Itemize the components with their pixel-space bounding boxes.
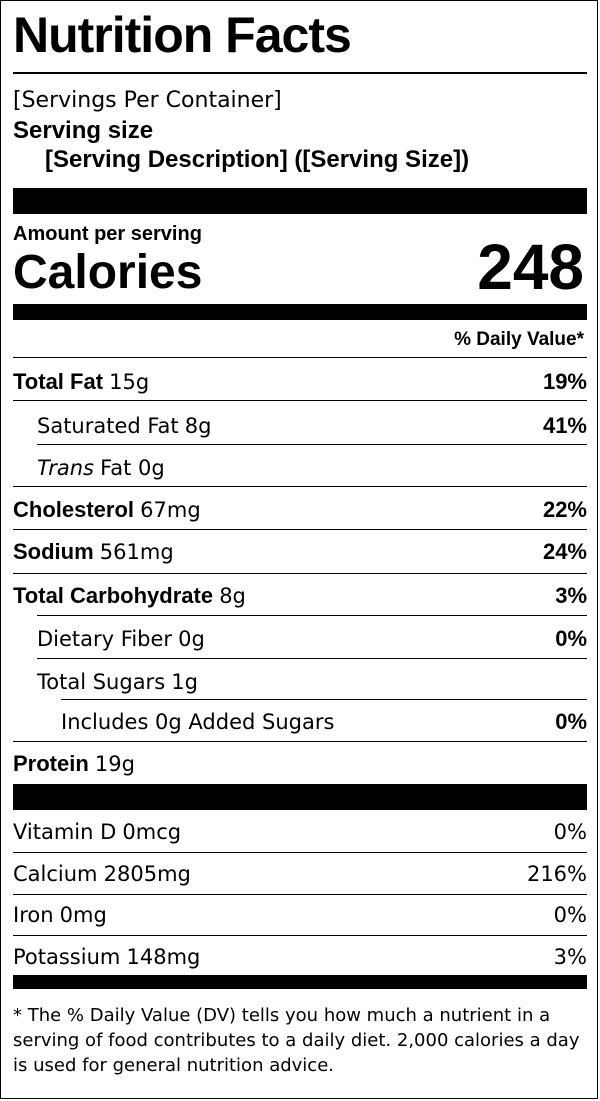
- nutrient-name: Saturated Fat: [37, 414, 179, 438]
- nutrient-name: Cholesterol: [13, 497, 135, 522]
- nutrient-dv: 22%: [542, 497, 587, 522]
- nutrient-row-cholesterol: Cholesterol 67mg 22%: [13, 496, 587, 524]
- vitamin-name: Iron: [13, 903, 54, 927]
- divider-line: [13, 400, 587, 401]
- nutrient-amount: 1g: [171, 670, 198, 694]
- label-title: Nutrition Facts: [13, 7, 352, 63]
- nutrient-name: Sodium: [13, 539, 94, 564]
- nutrient-amount: 8g: [219, 584, 246, 608]
- nutrient-name: Total Fat: [13, 369, 104, 394]
- vitamin-row-potassium: Potassium 148mg 3%: [13, 943, 587, 971]
- vitamin-name: Potassium: [13, 945, 121, 969]
- nutrient-row-total-fat: Total Fat 15g 19%: [13, 368, 587, 396]
- divider-thick: [13, 188, 587, 214]
- vitamin-dv: 3%: [553, 945, 587, 969]
- vitamin-dv: 216%: [526, 862, 587, 886]
- nutrient-row-protein: Protein 19g: [13, 750, 587, 778]
- divider-line: [13, 573, 587, 574]
- nutrient-name: Protein: [13, 751, 89, 776]
- nutrient-dv: 41%: [542, 413, 587, 438]
- vitamin-dv: 0%: [553, 820, 587, 844]
- nutrient-amount: 67mg: [140, 498, 201, 522]
- nutrient-amount: 19g: [94, 752, 135, 776]
- vitamin-name: Vitamin D: [13, 820, 117, 844]
- divider-line: [37, 615, 587, 616]
- amount-per-serving: Amount per serving: [13, 223, 202, 245]
- nutrient-row-total-sugars: Total Sugars 1g: [13, 668, 587, 696]
- nutrient-dv: 19%: [542, 369, 587, 394]
- nutrient-dv: 0%: [555, 626, 587, 651]
- divider-line: [13, 935, 587, 936]
- divider-thin: [13, 72, 587, 74]
- divider-line: [13, 529, 587, 530]
- nutrient-row-saturated-fat: Saturated Fat 8g 41%: [13, 412, 587, 440]
- nutrient-amount: Fat 0g: [100, 456, 165, 480]
- footnote: * The % Daily Value (DV) tells you how m…: [13, 1005, 580, 1076]
- serving-size-value: [Serving Description] ([Serving Size]): [45, 146, 470, 173]
- nutrient-row-added-sugars: Includes 0g Added Sugars 0%: [13, 708, 587, 736]
- vitamin-row-iron: Iron 0mg 0%: [13, 901, 587, 929]
- nutrient-name: Trans: [37, 456, 94, 480]
- nutrient-name: Includes 0g Added Sugars: [61, 710, 335, 734]
- nutrient-name: Dietary Fiber: [37, 627, 173, 651]
- nutrient-amount: 8g: [184, 414, 212, 438]
- vitamin-amount: 2805mg: [103, 862, 191, 886]
- nutrient-dv: 3%: [555, 583, 587, 608]
- nutrient-dv: 24%: [542, 539, 587, 564]
- nutrient-name: Total Sugars: [37, 670, 166, 694]
- calories-label: Calories: [13, 246, 203, 299]
- serving-size-label: Serving size: [13, 117, 154, 144]
- nutrient-amount: 15g: [109, 370, 150, 394]
- divider-line: [13, 741, 587, 742]
- nutrient-row-sodium: Sodium 561mg 24%: [13, 538, 587, 566]
- vitamin-name: Calcium: [13, 862, 98, 886]
- divider-line: [13, 486, 587, 487]
- nutrient-dv: 0%: [555, 709, 587, 734]
- divider-line: [13, 357, 587, 358]
- calories-value: 248: [477, 231, 584, 303]
- vitamin-amount: 0mg: [59, 903, 107, 927]
- vitamin-row-vitamin-d: Vitamin D 0mcg 0%: [13, 818, 587, 846]
- divider-line: [37, 658, 587, 659]
- divider-line: [61, 699, 587, 700]
- vitamin-amount: 148mg: [126, 945, 201, 969]
- divider-line: [13, 852, 587, 853]
- servings-per-container: [Servings Per Container]: [13, 88, 282, 113]
- vitamin-row-calcium: Calcium 2805mg 216%: [13, 860, 587, 888]
- daily-value-header: % Daily Value*: [454, 329, 584, 350]
- divider-medium: [13, 304, 587, 320]
- divider-line: [37, 444, 587, 445]
- nutrient-row-total-carbohydrate: Total Carbohydrate 8g 3%: [13, 582, 587, 610]
- divider-thick: [13, 784, 587, 810]
- nutrient-amount: 0g: [178, 627, 205, 651]
- vitamin-dv: 0%: [553, 903, 587, 927]
- divider-medium: [13, 975, 587, 989]
- nutrient-amount: 561mg: [99, 540, 174, 564]
- vitamin-amount: 0mcg: [122, 820, 182, 844]
- nutrient-row-dietary-fiber: Dietary Fiber 0g 0%: [13, 625, 587, 653]
- divider-line: [13, 894, 587, 895]
- nutrient-row-trans-fat: Trans Fat 0g: [13, 454, 587, 482]
- nutrient-name: Total Carbohydrate: [13, 583, 214, 608]
